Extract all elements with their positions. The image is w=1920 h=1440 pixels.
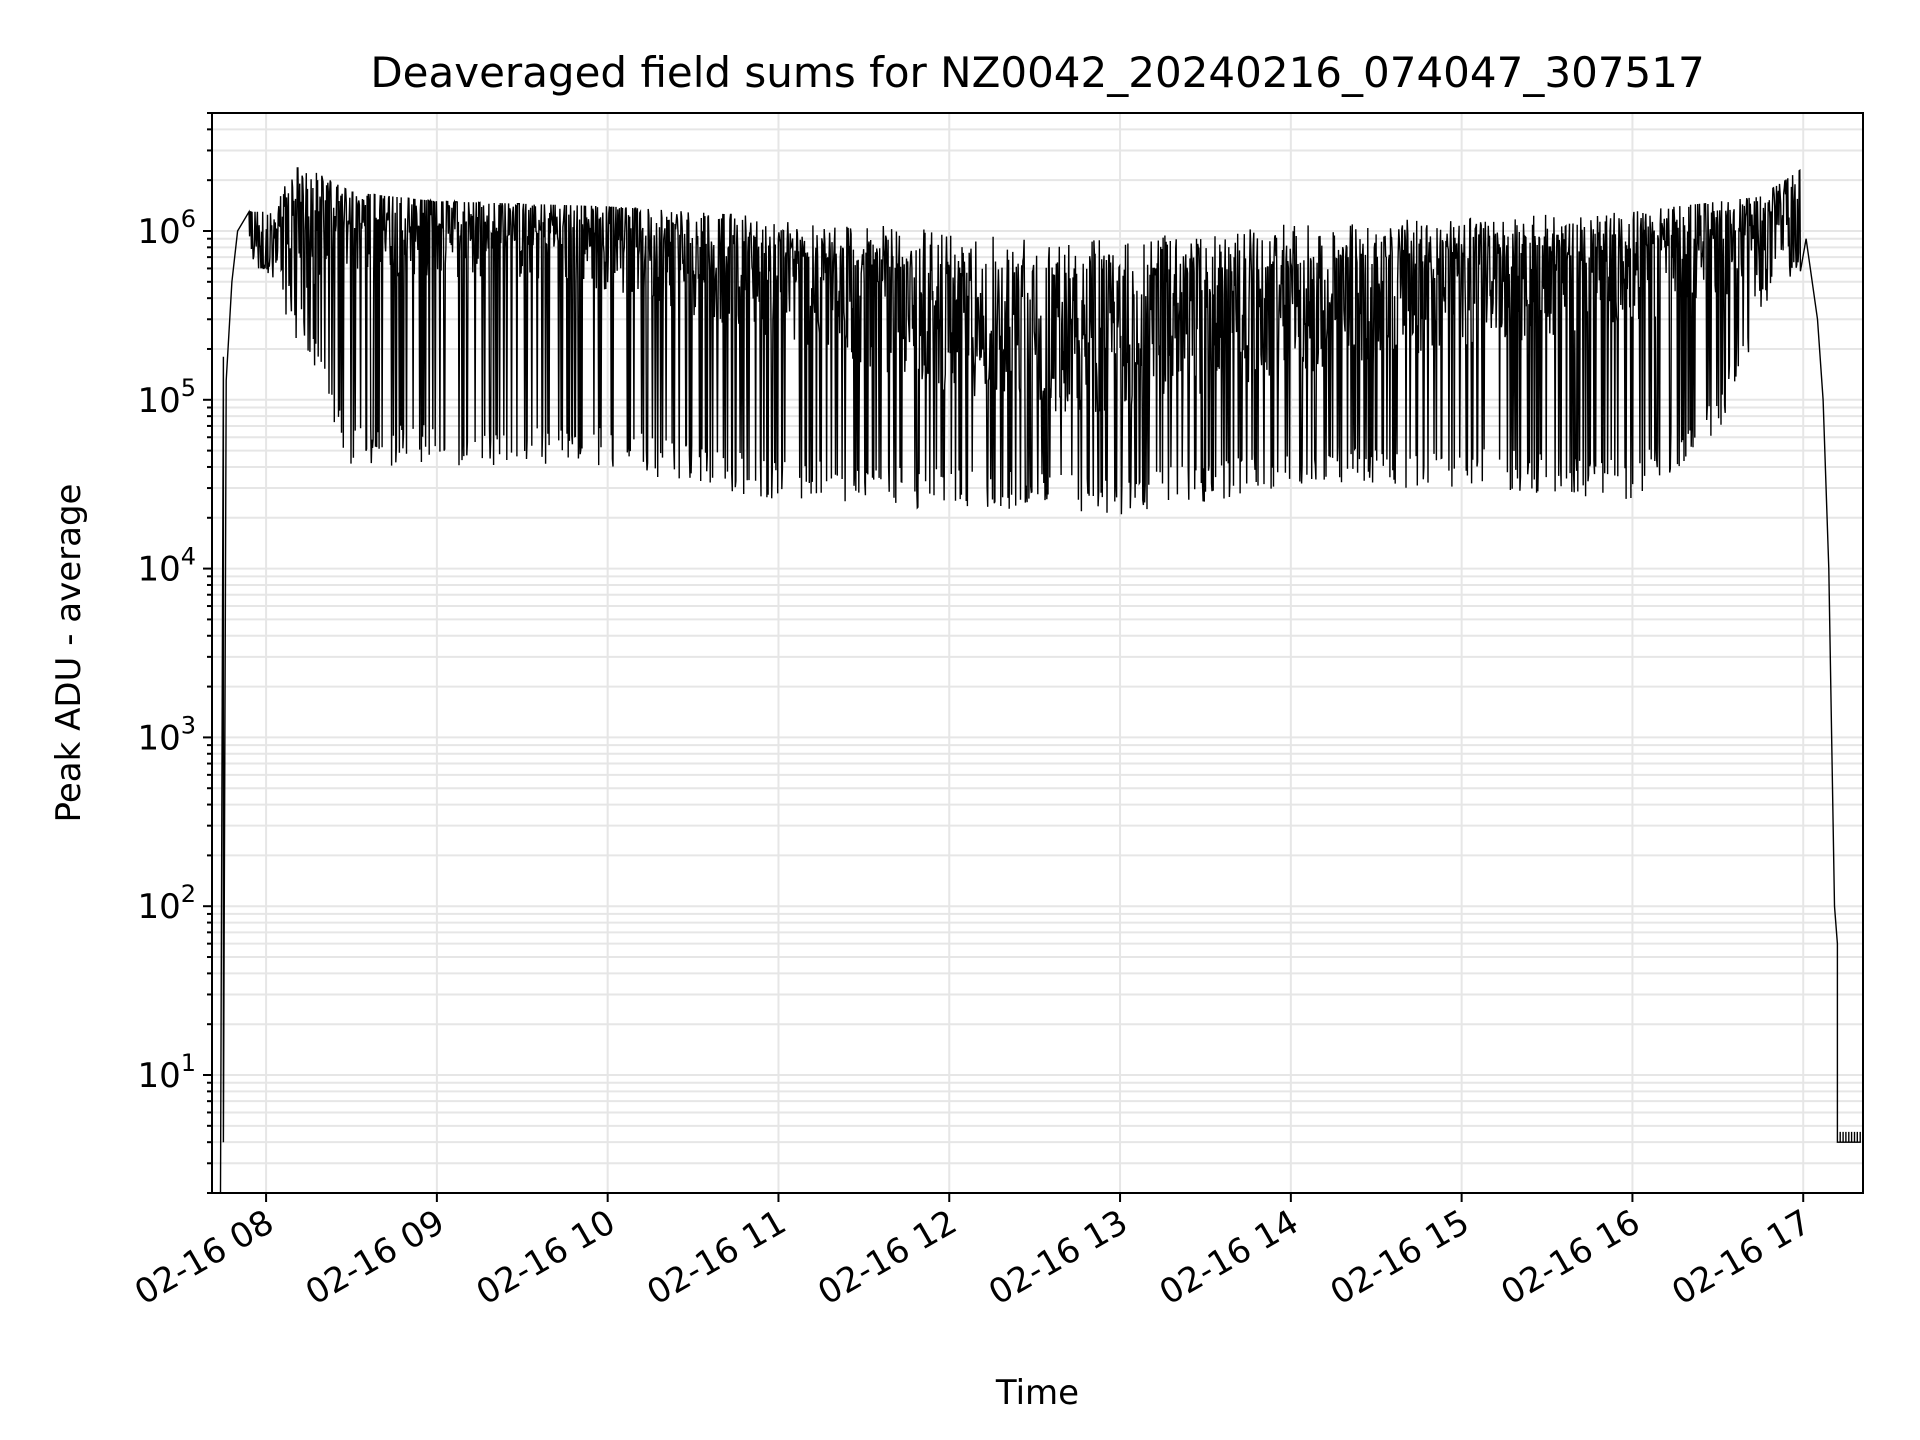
y-axis: 101 102 103 104 105 106 xyxy=(137,112,212,1194)
x-tick-label: 02-16 17 xyxy=(1665,1202,1817,1313)
x-tick-label: 02-16 15 xyxy=(1324,1202,1476,1313)
x-axis: 02-16 08 02-16 09 02-16 10 02-16 11 02-16 12… xyxy=(128,1193,1818,1313)
x-tick-label: 02-16 12 xyxy=(811,1202,963,1313)
y-tick-label: 106 xyxy=(137,205,196,252)
x-tick-label: 02-16 14 xyxy=(1153,1202,1305,1313)
x-tick-label: 02-16 13 xyxy=(982,1202,1134,1313)
x-tick-label: 02-16 09 xyxy=(299,1202,451,1313)
y-tick-label: 104 xyxy=(137,543,196,590)
chart-title: Deaveraged field sums for NZ0042_2024021… xyxy=(370,48,1704,97)
x-tick-label: 02-16 08 xyxy=(128,1202,280,1313)
x-tick-label: 02-16 11 xyxy=(641,1202,793,1313)
y-tick-label: 101 xyxy=(137,1049,196,1096)
y-tick-label: 102 xyxy=(137,880,196,927)
x-axis-label: Time xyxy=(995,1373,1079,1413)
y-tick-label: 105 xyxy=(137,374,196,421)
x-tick-label: 02-16 16 xyxy=(1495,1202,1647,1313)
y-axis-label: Peak ADU - average xyxy=(49,484,89,823)
series-line xyxy=(219,167,1861,1194)
x-tick-label: 02-16 10 xyxy=(470,1202,622,1313)
y-tick-label: 103 xyxy=(137,711,196,758)
axes-frame xyxy=(211,112,1864,1194)
